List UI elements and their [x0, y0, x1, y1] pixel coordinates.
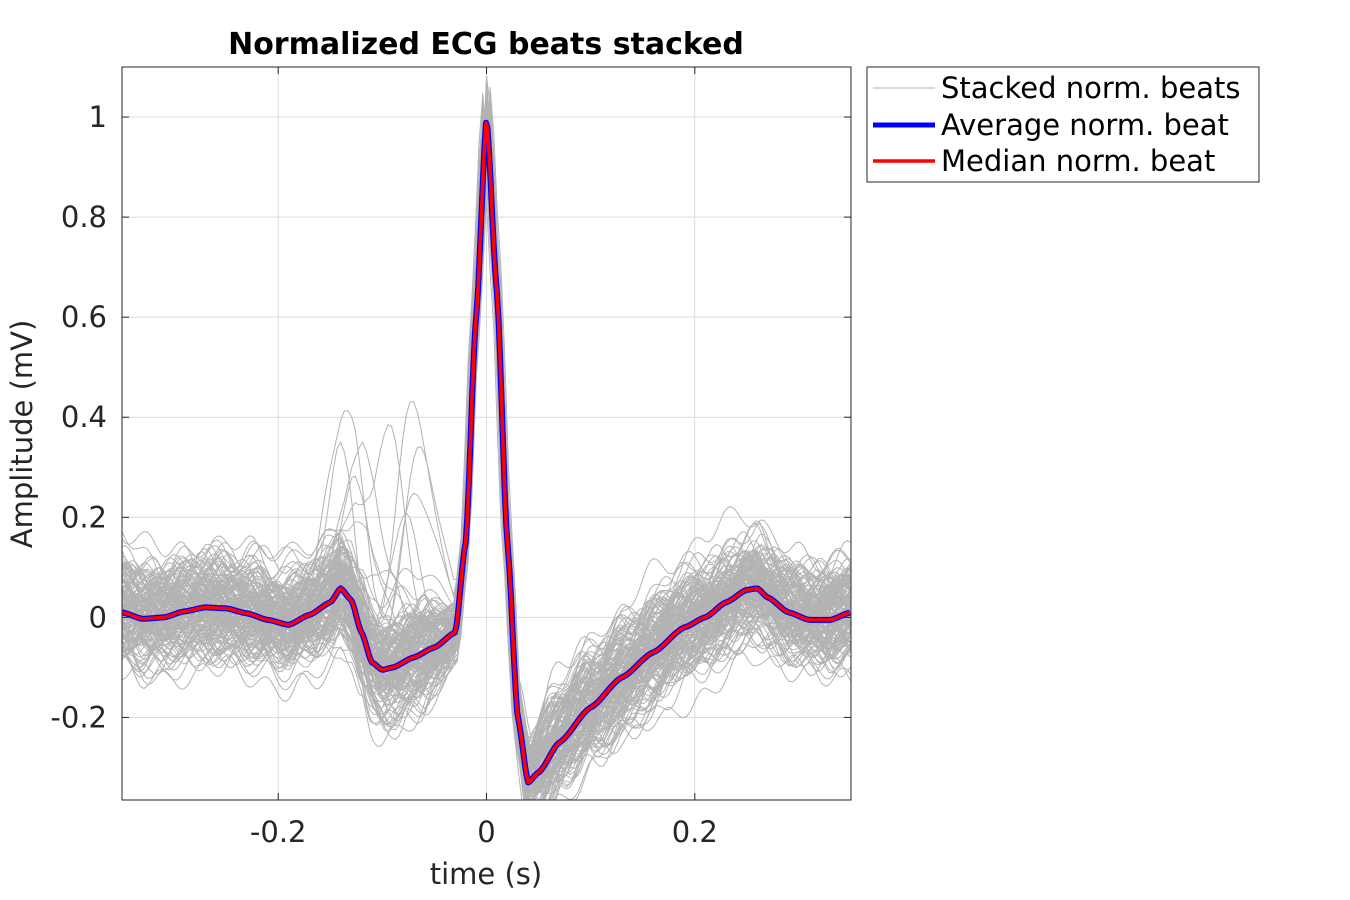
stacked-beat-line — [122, 79, 851, 785]
legend: Stacked norm. beats Average norm. beat M… — [866, 66, 1260, 183]
stacked-beat-line — [122, 91, 851, 800]
x-axis-label: time (s) — [430, 857, 542, 891]
y-tick-label: 0 — [89, 600, 107, 634]
chart-title: Normalized ECG beats stacked — [228, 27, 744, 62]
legend-label-average: Average norm. beat — [941, 108, 1229, 142]
y-axis-label: Amplitude (mV) — [5, 320, 39, 549]
median-beat-line — [122, 121, 851, 785]
stacked-beat-line — [122, 165, 851, 768]
x-tick-label: 0 — [477, 815, 495, 849]
legend-label-stacked: Stacked norm. beats — [941, 71, 1240, 105]
legend-label-median: Median norm. beat — [941, 144, 1215, 178]
y-tick-label: 0.8 — [61, 200, 107, 234]
y-tick-label: 0.2 — [61, 500, 107, 534]
summary-beats — [122, 119, 851, 786]
axis-ticks: -0.2 0 0.2 -0.2 0 0.2 0.4 0.6 0.8 1 — [50, 67, 851, 849]
y-tick-label: 0.6 — [61, 300, 107, 334]
x-tick-label: 0.2 — [672, 815, 718, 849]
x-tick-label: -0.2 — [250, 815, 307, 849]
y-tick-label: 0.4 — [61, 400, 107, 434]
legend-box — [866, 66, 1260, 183]
y-tick-label: -0.2 — [50, 700, 107, 734]
y-tick-label: 1 — [89, 100, 107, 134]
